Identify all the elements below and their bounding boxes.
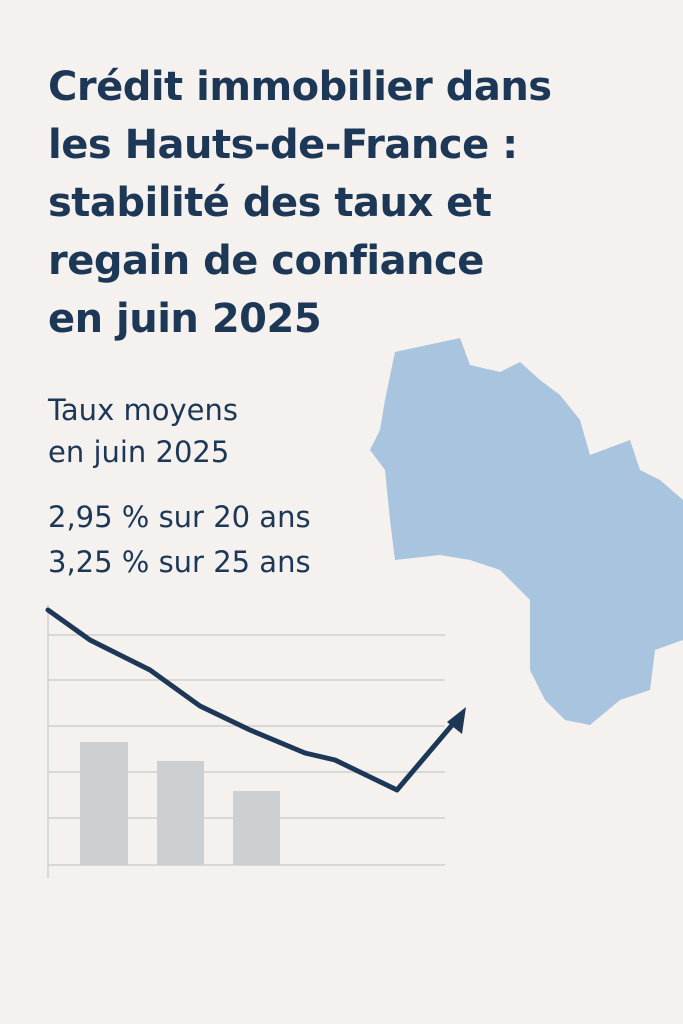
trend-line [45,607,461,793]
rates-heading: en juin 2025 [48,435,229,469]
decorative-chart [45,605,466,878]
title-line: Crédit immobilier dans [48,64,552,110]
arrow-head [447,707,466,734]
rates-heading: Taux moyens [47,393,238,427]
rate-item: 3,25 % sur 25 ans [48,545,311,579]
bar [80,742,128,865]
title-line: en juin 2025 [48,296,321,342]
title-line: regain de confiance [48,238,484,284]
region-map [370,338,683,725]
bar [233,791,280,865]
title-line: stabilité des taux et [48,180,492,226]
rate-item: 2,95 % sur 20 ans [48,500,311,534]
bar [157,761,204,865]
title: Crédit immobilier dans les Hauts-de-Fran… [48,64,552,342]
title-line: les Hauts-de-France : [48,122,518,168]
